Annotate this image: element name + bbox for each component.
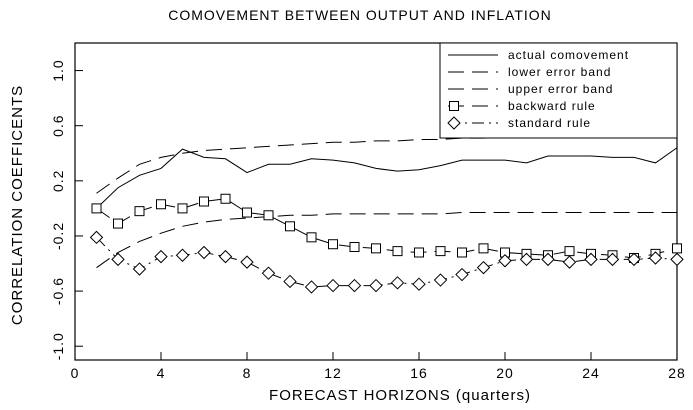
point <box>175 248 190 262</box>
point <box>412 277 426 291</box>
point <box>371 243 381 254</box>
legend-marker <box>449 101 459 111</box>
chart-title: COMOVEMENT BETWEEN OUTPUT AND INFLATION <box>168 7 552 23</box>
series-line <box>96 198 678 259</box>
series-line <box>96 236 678 288</box>
legend-marker <box>447 116 461 130</box>
point <box>369 278 383 293</box>
point <box>562 255 577 269</box>
point <box>414 247 424 258</box>
point <box>113 218 123 229</box>
x-tick-label: 12 <box>324 365 342 381</box>
point <box>261 266 276 280</box>
point <box>285 221 295 232</box>
point <box>457 247 467 258</box>
x-tick-label: 24 <box>582 365 600 381</box>
point <box>306 232 317 243</box>
point <box>263 210 274 221</box>
legend-label: actual comovement <box>508 48 629 62</box>
point <box>134 206 145 217</box>
y-tick-label: 0.2 <box>50 170 66 192</box>
x-tick-label: 16 <box>410 365 428 381</box>
point <box>220 193 231 204</box>
legend-label: upper error band <box>508 82 613 96</box>
point <box>218 249 233 264</box>
point <box>584 252 598 267</box>
y-tick-label: 1.0 <box>50 59 66 81</box>
point <box>672 243 682 254</box>
point <box>433 273 448 287</box>
x-tick-label: 28 <box>668 365 686 381</box>
point <box>476 260 491 275</box>
y-axis-label: CORRELATION COEFFICENTS <box>9 85 26 325</box>
plot-frame <box>74 42 678 361</box>
point <box>326 278 340 293</box>
point <box>478 243 489 254</box>
point <box>177 203 188 214</box>
point <box>541 252 555 267</box>
point <box>89 230 104 245</box>
point <box>111 252 125 267</box>
point <box>91 203 102 214</box>
legend-box <box>439 42 678 139</box>
x-tick-label: 20 <box>496 365 514 381</box>
y-tick-label: -1.0 <box>50 332 66 360</box>
legend-label: standard rule <box>508 116 591 130</box>
x-axis-label: FORECAST HORIZONS (quarters) <box>269 387 531 404</box>
point <box>670 252 684 267</box>
point <box>199 196 209 207</box>
series-line <box>96 147 678 209</box>
legend-label: lower error band <box>508 65 611 79</box>
point <box>304 280 319 294</box>
point <box>648 251 663 265</box>
series-line <box>96 130 678 194</box>
point <box>197 245 211 260</box>
point <box>347 278 362 293</box>
point <box>328 239 338 250</box>
point <box>240 255 254 269</box>
y-tick-label: 0.6 <box>50 114 66 136</box>
point <box>154 249 168 264</box>
point <box>392 246 403 257</box>
legend-label: backward rule <box>508 99 596 113</box>
point <box>627 252 641 267</box>
point <box>435 246 446 257</box>
y-tick-label: -0.6 <box>50 277 66 305</box>
series-line <box>96 212 677 269</box>
point <box>455 267 469 282</box>
x-tick-label: 8 <box>243 365 252 381</box>
point <box>156 199 166 210</box>
point <box>132 262 147 276</box>
point <box>283 274 297 289</box>
point <box>349 241 360 252</box>
point <box>390 276 405 290</box>
point <box>564 246 575 257</box>
point <box>605 252 620 267</box>
point <box>498 254 512 268</box>
x-tick-label: 0 <box>71 365 80 381</box>
y-tick-label: -0.2 <box>50 222 66 250</box>
point <box>242 207 252 218</box>
point <box>519 252 534 267</box>
x-tick-label: 4 <box>157 365 166 381</box>
